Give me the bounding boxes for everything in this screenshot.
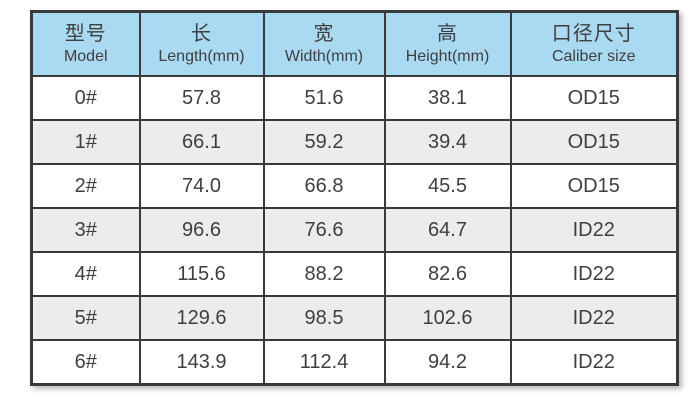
table-row: 2# 74.0 66.8 45.5 OD15 — [30, 163, 679, 209]
table-cell: 76.6 — [262, 207, 386, 253]
table-cell: 94.2 — [383, 339, 512, 386]
table-cell: ID22 — [509, 295, 679, 341]
table-cell: 39.4 — [383, 119, 512, 165]
product-spec-table: 型号 Model 长 Length(mm) 宽 Width(mm) 高 Height(mm) 口… — [30, 10, 679, 386]
header-label-zh: 型号 — [64, 23, 107, 45]
table-cell: 98.5 — [262, 295, 386, 341]
header-cell-caliber-size: 口径尺寸 Caliber size — [509, 10, 679, 77]
table-cell: 4# — [30, 251, 141, 297]
table-cell: 38.1 — [383, 75, 512, 121]
table-row: 5# 129.6 98.5 102.6 ID22 — [30, 295, 679, 341]
table-cell: 74.0 — [138, 163, 265, 209]
header-cell-width-mm-: 宽 Width(mm) — [262, 10, 386, 77]
table-cell: 82.6 — [383, 251, 512, 297]
table-row: 6# 143.9 112.4 94.2 ID22 — [30, 339, 679, 386]
header-cell-model: 型号 Model — [30, 10, 141, 77]
header-cell-height-mm-: 高 Height(mm) — [383, 10, 512, 77]
header-row: 型号 Model 长 Length(mm) 宽 Width(mm) 高 Height(mm) 口… — [30, 10, 679, 77]
table-cell: OD15 — [509, 119, 679, 165]
header-label-en: Length(mm) — [158, 48, 245, 65]
header-label-zh: 宽 — [313, 23, 335, 45]
table-cell: 6# — [30, 339, 141, 386]
table-row: 1# 66.1 59.2 39.4 OD15 — [30, 119, 679, 165]
table-cell: 64.7 — [383, 207, 512, 253]
table-cell: 59.2 — [262, 119, 386, 165]
table-cell: 115.6 — [138, 251, 265, 297]
table-cell: OD15 — [509, 75, 679, 121]
table-cell: 2# — [30, 163, 141, 209]
table-cell: 51.6 — [262, 75, 386, 121]
header-label-en: Width(mm) — [284, 48, 364, 65]
header-label-en: Height(mm) — [405, 48, 490, 65]
table-row: 3# 96.6 76.6 64.7 ID22 — [30, 207, 679, 253]
table-cell: 129.6 — [138, 295, 265, 341]
table-cell: 45.5 — [383, 163, 512, 209]
table-cell: 5# — [30, 295, 141, 341]
table-body: 0# 57.8 51.6 38.1 OD15 1# 66.1 59.2 39.4 OD15 2# 74… — [30, 75, 679, 386]
table-row: 4# 115.6 88.2 82.6 ID22 — [30, 251, 679, 297]
table-cell: 102.6 — [383, 295, 512, 341]
table-cell: 1# — [30, 119, 141, 165]
table-cell: ID22 — [509, 251, 679, 297]
table-cell: ID22 — [509, 207, 679, 253]
table-cell: 66.8 — [262, 163, 386, 209]
header-label-zh: 口径尺寸 — [551, 23, 636, 45]
table-cell: OD15 — [509, 163, 679, 209]
table-cell: 88.2 — [262, 251, 386, 297]
header-label-zh: 高 — [437, 23, 458, 45]
table-cell: 3# — [30, 207, 141, 253]
header-label-en: Model — [63, 48, 108, 65]
table-cell: 112.4 — [262, 339, 386, 386]
header-label-zh: 长 — [191, 23, 212, 45]
table-cell: ID22 — [509, 339, 679, 386]
table-cell: 57.8 — [138, 75, 265, 121]
table-header: 型号 Model 长 Length(mm) 宽 Width(mm) 高 Height(mm) 口… — [30, 10, 679, 77]
header-cell-length-mm-: 长 Length(mm) — [138, 10, 265, 77]
header-label-en: Caliber size — [551, 48, 636, 65]
table-cell: 143.9 — [138, 339, 265, 386]
table-row: 0# 57.8 51.6 38.1 OD15 — [30, 75, 679, 121]
table-cell: 0# — [30, 75, 141, 121]
table-cell: 66.1 — [138, 119, 265, 165]
table-cell: 96.6 — [138, 207, 265, 253]
